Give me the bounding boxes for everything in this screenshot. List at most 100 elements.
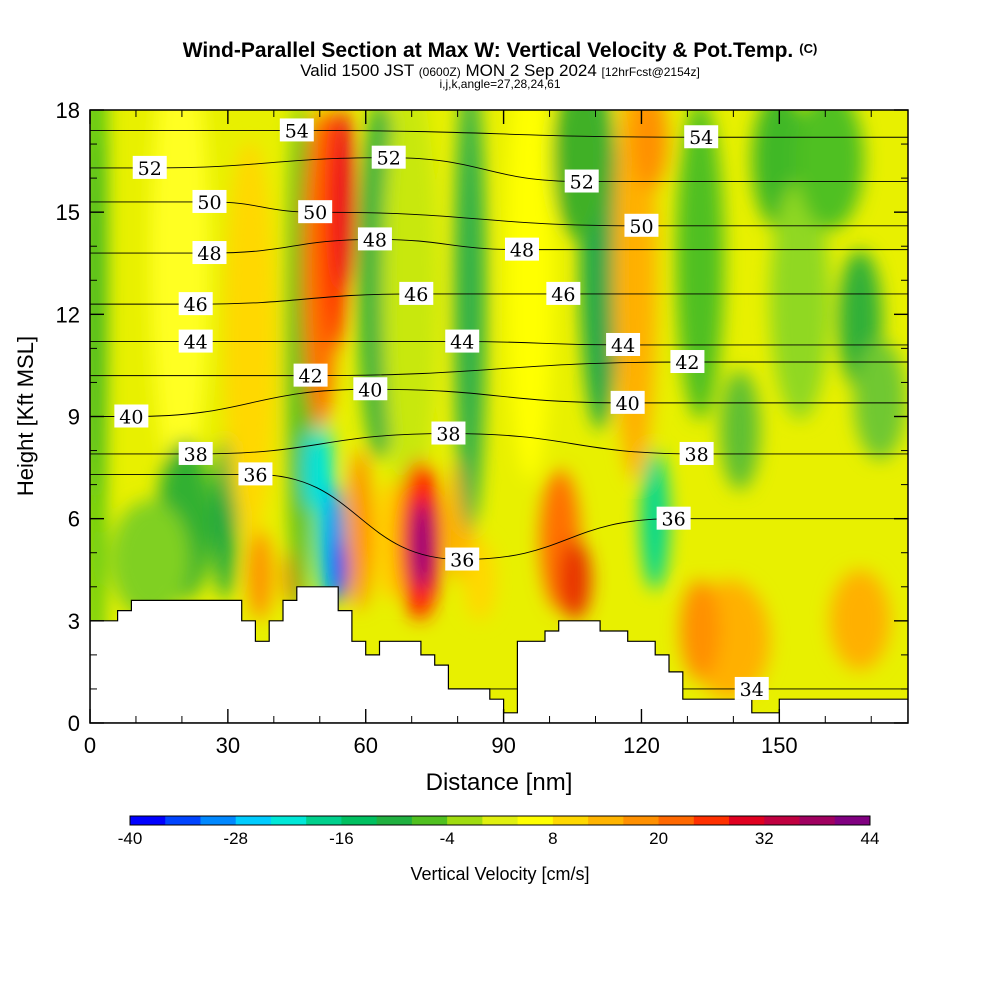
velocity-blob [300,430,320,510]
velocity-blob [796,110,864,230]
chart-subtitle: Valid 1500 JST (0600Z) MON 2 Sep 2024 [1… [300,61,700,80]
theta-label-box [679,441,714,465]
velocity-blob [830,570,890,670]
theta-contour-label: 48 [504,237,539,262]
theta-contour-label: 52 [371,145,406,170]
x-tick-label: 120 [623,733,660,758]
theta-label-text: 38 [436,424,460,446]
theta-label-text: 34 [740,679,764,701]
theta-label-box [504,237,539,261]
theta-label-box [656,506,691,530]
colorbar-swatch [447,816,483,825]
velocity-blob [248,530,272,620]
x-tick-label: 0 [84,733,96,758]
velocity-blob [382,110,438,510]
theta-contour-label: 40 [353,377,388,401]
theta-label-text: 44 [450,332,474,354]
colorbar-swatch [693,816,730,825]
theta-label-text: 50 [303,202,327,224]
x-tick-label: 90 [491,733,515,758]
theta-label-text: 44 [611,335,635,357]
plot-area: 54 54 52 52 52 50 50 50 48 48 48 46 46 46 44 44 44 42 42 40… [90,110,908,723]
colorbar-tick-label: 32 [755,829,774,848]
theta-label-box [353,377,388,401]
theta-label-box [238,462,273,486]
theta-contour-label: 42 [293,363,328,388]
theta-contour-label: 42 [670,350,705,374]
theta-label-text: 46 [404,284,428,306]
theta-contour-label: 48 [357,227,392,251]
velocity-blob [335,110,355,290]
theta-label-text: 42 [298,366,322,388]
colorbar-swatch [799,816,836,825]
theta-label-text: 52 [570,172,594,194]
colorbar-swatch [834,816,871,825]
theta-label-text: 42 [675,352,699,374]
theta-contour-label: 36 [656,506,691,531]
theta-label-box [399,281,434,305]
colorbar-swatch [376,816,413,825]
velocity-blob [454,110,486,530]
colorbar-swatch [306,816,342,825]
theta-contour-label: 38 [178,441,213,466]
theta-label-box [178,292,213,316]
x-axis: 0 30 60 90 120 150 [84,110,872,758]
y-tick-label: 9 [68,405,80,430]
theta-contour-label: 54 [684,125,719,149]
colorbar-swatch [517,816,554,825]
colorbar-swatch [200,816,237,825]
velocity-blob [559,540,591,620]
colorbar-tick-label: -28 [223,829,248,848]
theta-contour-label: 38 [679,441,714,466]
theta-label-box [293,363,328,387]
theta-label-text: 50 [629,216,653,238]
y-tick-label: 15 [56,200,80,225]
theta-label-box [670,350,705,374]
theta-label-box [371,145,406,169]
colorbar-tick-label: -40 [118,829,143,848]
theta-label-box [445,329,480,353]
velocity-blob [680,580,720,680]
colorbar-tick-label: 44 [861,829,880,848]
theta-label-box [431,421,466,445]
theta-label-text: 48 [510,240,534,262]
colorbar-swatch [165,816,201,825]
theta-label-text: 38 [184,444,208,466]
theta-label-box [192,189,227,213]
colorbar-tick-label: 8 [548,829,557,848]
theta-contour-label: 50 [624,213,659,238]
velocity-blob [770,180,830,420]
velocity-blob [854,340,906,460]
theta-contour-label: 54 [279,118,314,142]
colorbar-tick-label: 20 [649,829,668,848]
theta-label-text: 50 [197,192,221,214]
velocity-blob [110,500,190,620]
colorbar-swatch [764,816,801,825]
theta-contour-label: 36 [238,462,273,486]
y-axis-label: Height [Kft MSL] [13,336,38,496]
velocity-blob [333,540,347,600]
theta-label-text: 40 [119,407,143,429]
theta-contour-label: 38 [431,421,466,446]
theta-label-box [445,547,480,571]
y-tick-label: 6 [68,507,80,532]
theta-label-box [192,241,227,265]
chart-title: Wind-Parallel Section at Max W: Vertical… [183,39,818,62]
theta-contour-label: 46 [178,292,213,316]
colorbar-swatch [729,816,765,825]
colorbar: -40 -28 -16 -4 8 20 32 44 [118,815,880,848]
colorbar-swatch [411,816,448,825]
theta-label-text: 40 [616,393,640,415]
colorbar-swatch [130,816,166,825]
colorbar-frame [129,815,871,826]
theta-label-box [564,169,599,193]
theta-label-text: 46 [184,294,208,316]
velocity-blob [720,370,760,490]
colorbar-swatch [482,816,519,825]
colorbar-swatch [658,816,695,825]
velocity-blob [632,110,668,190]
x-tick-label: 150 [761,733,798,758]
theta-label-box [606,332,641,356]
theta-label-text: 48 [197,243,221,265]
